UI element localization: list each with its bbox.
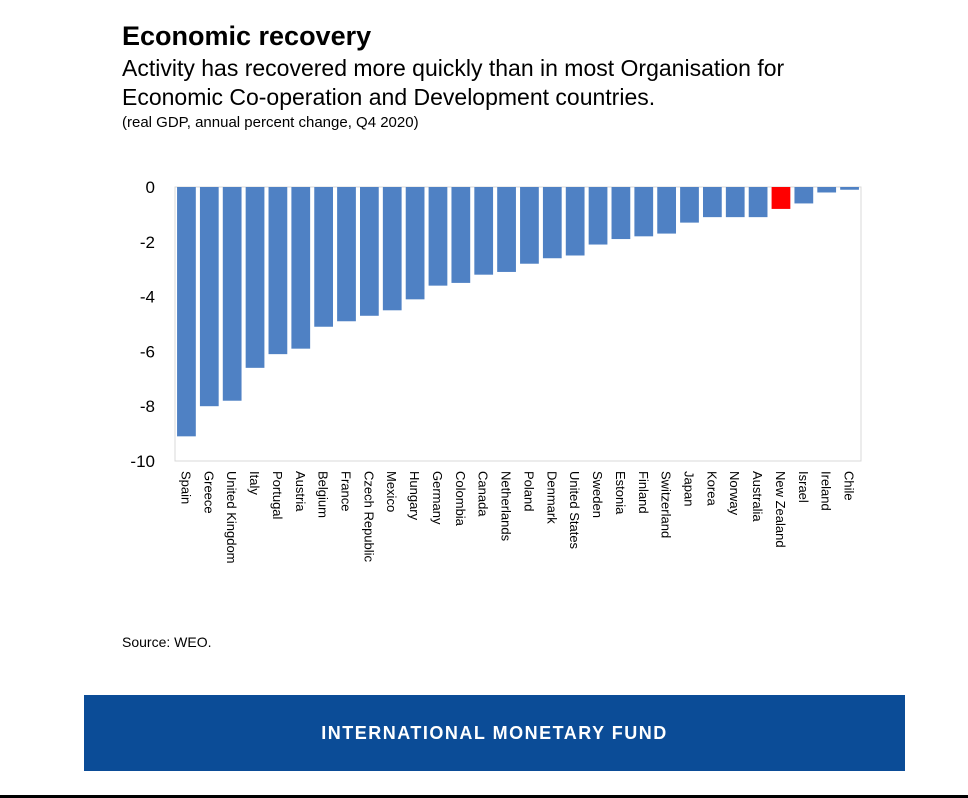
chart-subtitle: Activity has recovered more quickly than… — [122, 55, 785, 110]
x-tick-label: New Zealand — [773, 471, 788, 548]
x-tick-label: Austria — [293, 471, 308, 512]
bar-estonia — [611, 187, 631, 240]
bar-switzerland — [657, 187, 677, 234]
y-tick-label: -4 — [140, 288, 155, 307]
x-tick-label: Australia — [750, 471, 765, 522]
bar-ireland — [817, 187, 837, 193]
x-tick-label: Finland — [636, 471, 651, 514]
x-tick-label: Colombia — [453, 471, 468, 527]
x-tick-label: Ireland — [819, 471, 834, 511]
bar-belgium — [314, 187, 334, 327]
x-tick-label: France — [339, 471, 354, 511]
bar-denmark — [542, 187, 562, 259]
x-tick-label: Israel — [796, 471, 811, 503]
x-tick-label: Czech Republic — [361, 471, 376, 563]
y-tick-label: -2 — [140, 233, 155, 252]
x-tick-label: United States — [567, 471, 582, 550]
chart-title: Economic recovery — [122, 21, 372, 51]
y-tick-label: 0 — [146, 178, 155, 197]
bar-australia — [748, 187, 768, 218]
chart-units-note: (real GDP, annual percent change, Q4 202… — [122, 114, 419, 131]
bar-hungary — [405, 187, 425, 300]
bottom-divider — [0, 795, 968, 798]
x-tick-label: Greece — [201, 471, 216, 514]
bar-israel — [794, 187, 814, 204]
bar-japan — [680, 187, 699, 223]
x-tick-label: Canada — [476, 471, 491, 517]
bar-united-states — [565, 187, 585, 256]
x-tick-label: Estonia — [613, 471, 628, 515]
bar-finland — [634, 187, 654, 237]
bar-italy — [245, 187, 265, 368]
bar-chart: 0 -2 -4 -6 -8 -10 Spain Greece United Kingdom Ita… — [130, 178, 862, 564]
bar-norway — [725, 187, 745, 218]
bar-poland — [520, 187, 539, 264]
x-tick-label: United Kingdom — [224, 471, 239, 564]
x-tick-label: Korea — [704, 471, 719, 506]
source-note: Source: WEO. — [122, 634, 212, 650]
bar-greece — [199, 187, 219, 407]
x-tick-label: Japan — [682, 471, 697, 506]
x-tick-label: Norway — [727, 471, 742, 516]
bar-austria — [291, 187, 311, 349]
x-tick-label: Spain — [178, 471, 193, 504]
bar-chile — [840, 187, 859, 190]
bar-netherlands — [497, 187, 516, 272]
y-tick-label: -8 — [140, 397, 155, 416]
bar-czech-republic — [359, 187, 379, 316]
x-tick-label: Poland — [521, 471, 536, 511]
bar-mexico — [382, 187, 402, 311]
bar-canada — [474, 187, 494, 275]
plot-area-frame — [174, 186, 862, 462]
bar-portugal — [268, 187, 288, 355]
bar-france — [337, 187, 356, 322]
bar-germany — [428, 187, 448, 286]
bar-colombia — [451, 187, 471, 283]
x-tick-label: Germany — [430, 471, 445, 525]
banner-label: INTERNATIONAL MONETARY FUND — [321, 722, 668, 743]
x-tick-label: Netherlands — [499, 471, 514, 542]
x-tick-label: Chile — [842, 471, 857, 501]
y-tick-label: -10 — [130, 452, 155, 471]
imf-banner: INTERNATIONAL MONETARY FUND — [84, 695, 905, 771]
x-tick-label: Hungary — [407, 471, 422, 521]
x-tick-label: Mexico — [384, 471, 399, 512]
x-tick-label: Switzerland — [659, 471, 674, 538]
bar-united-kingdom — [222, 187, 242, 401]
x-tick-label: Sweden — [590, 471, 605, 518]
y-tick-label: -6 — [140, 342, 155, 361]
bar-spain — [177, 187, 196, 437]
x-tick-label: Denmark — [544, 471, 559, 524]
bar-sweden — [588, 187, 608, 245]
bar-korea — [702, 187, 722, 218]
x-tick-label: Belgium — [316, 471, 331, 518]
bar-new-zealand — [771, 187, 791, 209]
x-tick-label: Portugal — [270, 471, 285, 520]
x-tick-label: Italy — [247, 471, 262, 495]
